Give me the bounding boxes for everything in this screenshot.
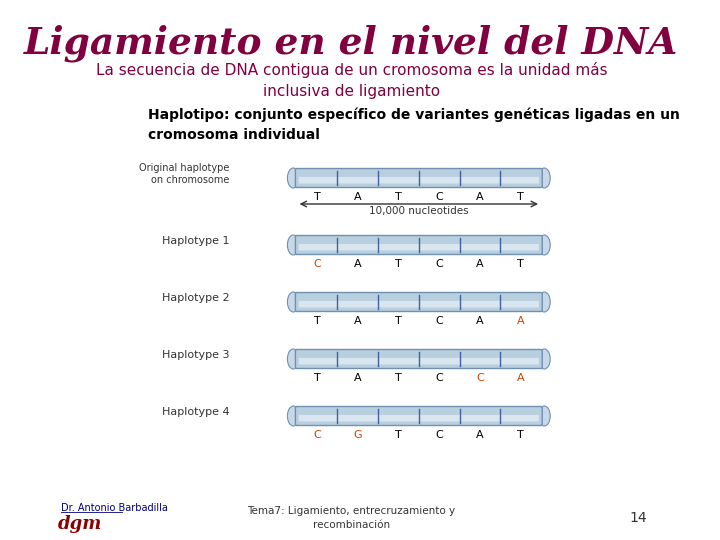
Text: A: A [354,316,361,326]
Text: C: C [436,373,443,383]
FancyBboxPatch shape [295,293,542,312]
Text: T: T [395,373,402,383]
Text: A: A [476,430,484,440]
Text: A: A [476,192,484,202]
Ellipse shape [539,406,550,426]
Ellipse shape [287,292,300,312]
Text: dgm: dgm [58,515,102,533]
Text: T: T [395,430,402,440]
Text: T: T [517,192,524,202]
Text: T: T [517,430,524,440]
Ellipse shape [287,349,300,369]
Text: A: A [354,373,361,383]
Text: C: C [436,430,443,440]
FancyBboxPatch shape [299,301,539,307]
Text: A: A [354,259,361,269]
FancyBboxPatch shape [299,177,539,184]
Text: C: C [436,192,443,202]
Ellipse shape [539,235,550,255]
Text: A: A [476,316,484,326]
FancyBboxPatch shape [295,235,542,254]
FancyBboxPatch shape [299,244,539,251]
Text: Original haplotype
on chromosome: Original haplotype on chromosome [139,163,229,185]
Text: Haplotype 2: Haplotype 2 [162,293,229,303]
Ellipse shape [287,406,300,426]
Ellipse shape [539,349,550,369]
Text: Tema7: Ligamiento, entrecruzamiento y
recombinación: Tema7: Ligamiento, entrecruzamiento y re… [248,507,456,530]
Text: Ligamiento en el nivel del DNA: Ligamiento en el nivel del DNA [24,25,679,63]
Text: T: T [517,259,524,269]
FancyBboxPatch shape [295,168,542,187]
Text: A: A [476,259,484,269]
Text: A: A [354,192,361,202]
Ellipse shape [539,168,550,188]
Text: Haplotype 4: Haplotype 4 [162,407,229,417]
Text: T: T [395,259,402,269]
Text: C: C [476,373,484,383]
Text: 10,000 nucleotides: 10,000 nucleotides [369,206,469,216]
Ellipse shape [287,168,300,188]
Text: T: T [395,192,402,202]
Text: C: C [436,316,443,326]
Text: T: T [314,373,320,383]
Text: A: A [517,316,524,326]
Text: Haplotipo: conjunto específico de variantes genéticas ligadas en un
cromosoma in: Haplotipo: conjunto específico de varian… [148,108,680,142]
Text: T: T [314,316,320,326]
FancyBboxPatch shape [295,407,542,426]
FancyBboxPatch shape [295,349,542,368]
Text: Haplotype 1: Haplotype 1 [162,236,229,246]
Text: A: A [517,373,524,383]
Ellipse shape [287,235,300,255]
Text: T: T [395,316,402,326]
Text: T: T [314,192,320,202]
Text: Dr. Antonio Barbadilla: Dr. Antonio Barbadilla [60,503,168,513]
Text: C: C [313,259,321,269]
Text: Haplotype 3: Haplotype 3 [162,350,229,360]
Text: G: G [354,430,362,440]
Ellipse shape [539,292,550,312]
Text: C: C [436,259,443,269]
Text: C: C [313,430,321,440]
FancyBboxPatch shape [299,415,539,422]
FancyBboxPatch shape [299,358,539,365]
Text: La secuencia de DNA contigua de un cromosoma es la unidad más
inclusiva de ligam: La secuencia de DNA contigua de un cromo… [96,62,607,99]
Text: 14: 14 [629,511,647,525]
